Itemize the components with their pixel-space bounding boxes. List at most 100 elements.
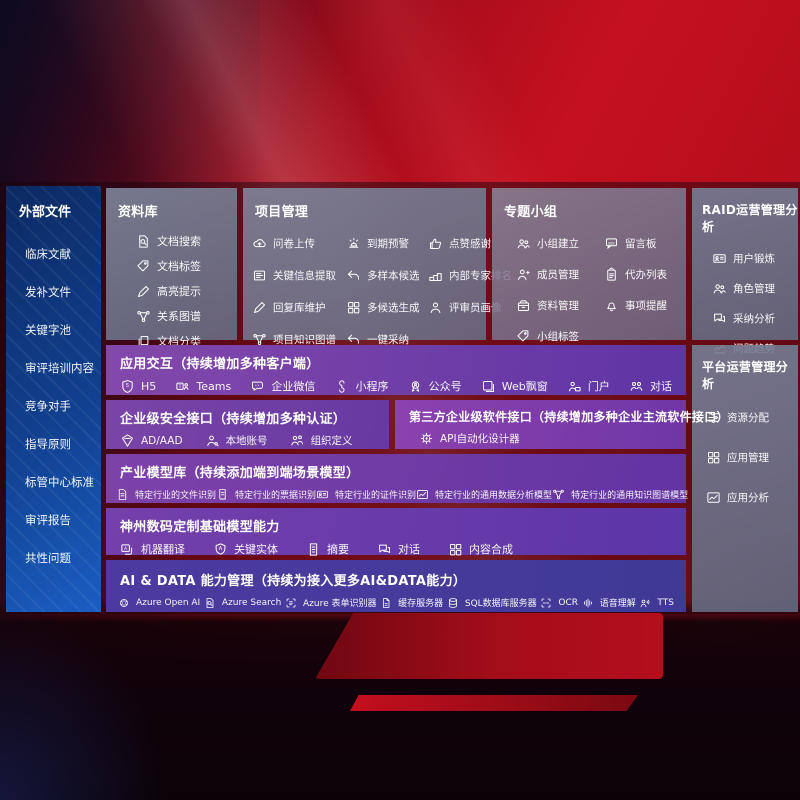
panel-title: 项目管理 [255, 205, 309, 220]
ai-service-item[interactable]: SQL数据库服务器 [447, 596, 537, 609]
platform-item-label: 应用管理 [727, 452, 769, 464]
client-item[interactable]: 5 H5 [120, 379, 156, 394]
model-item-label: 特定行业的文件识别 [135, 491, 217, 501]
group-item[interactable]: 代办列表 [604, 267, 686, 282]
library-item-label: 文档标签 [157, 260, 201, 273]
auth-item[interactable]: 组织定义 [290, 433, 353, 448]
project-item[interactable]: 一键采纳 [346, 332, 426, 347]
library-item[interactable]: 文档搜索 [136, 233, 237, 249]
svg-text:OCR: OCR [543, 600, 550, 604]
foundation-item[interactable]: 对话 [377, 541, 420, 557]
raid-item[interactable]: 用户锻炼 [712, 251, 798, 266]
raid-item[interactable]: 角色管理 [712, 281, 798, 296]
client-item-label: 门户 [587, 380, 610, 393]
client-item[interactable]: T Teams [175, 379, 231, 394]
model-item-label: 特定行业的证件识别 [335, 491, 417, 501]
library-item[interactable]: 文档标签 [136, 258, 237, 274]
row-enterprise-security-interface: 企业级安全接口（持续增加多种认证） AD/AAD 本地账号 组织定义 [106, 400, 389, 449]
sidebar-item[interactable]: 关键字池 [25, 322, 101, 338]
ai-service-item[interactable]: Azure Open AI [118, 597, 200, 609]
sidebar-item-label: 审评培训内容 [25, 361, 94, 375]
row-item-list: AD/AAD 本地账号 组织定义 [106, 433, 389, 448]
panel-title: 平台运营管理分析 [702, 360, 789, 391]
ai-service-item[interactable]: Azure 表单识别器 [285, 596, 376, 609]
client-item[interactable]: Web飘窗 [481, 378, 548, 394]
acct-icon [205, 433, 220, 448]
group-item[interactable]: 资料管理 [516, 298, 604, 313]
auth-item[interactable]: AD/AAD [120, 433, 183, 448]
integration-item[interactable]: API自动化设计器 [419, 431, 520, 446]
raid-item-label: 角色管理 [733, 283, 775, 295]
project-item-label: 到期预警 [367, 238, 409, 250]
background-red-trapezoid [315, 613, 663, 679]
foundation-item[interactable]: A 关键实体 [213, 541, 278, 557]
foundation-item[interactable]: 内容合成 [448, 541, 513, 557]
panel-title: 专题小组 [504, 205, 558, 220]
group-item[interactable]: 事项提醒 [604, 298, 686, 313]
client-item[interactable]: 对话 [629, 378, 672, 394]
ai-service-item[interactable]: Azure Search [204, 597, 281, 609]
project-item[interactable]: 回复库维护 [252, 300, 344, 315]
project-item[interactable]: 评审员画像 [428, 300, 512, 315]
sidebar-item[interactable]: 指导原则 [25, 436, 101, 452]
client-item[interactable]: 企业微信 [250, 378, 315, 394]
translate-icon: A [120, 542, 135, 557]
library-item[interactable]: 关系图谱 [136, 308, 237, 324]
sidebar-item[interactable]: 竞争对手 [25, 398, 101, 414]
ai-service-item[interactable]: OCR OCR [540, 597, 578, 609]
sidebar-item[interactable]: 审评培训内容 [25, 360, 101, 376]
row-title: 神州数码定制基础模型能力 [120, 520, 280, 535]
group-item[interactable]: 小组标签 [516, 329, 604, 344]
sidebar-item[interactable]: 共性问题 [25, 550, 101, 566]
foundation-item[interactable]: A 机器翻译 [120, 541, 185, 557]
model-item[interactable]: 特定行业的文件识别 [116, 488, 216, 501]
group-item[interactable]: 成员管理 [516, 267, 604, 282]
platform-item-label: 应用分析 [727, 492, 769, 504]
foundation-item[interactable]: 摘要 [306, 541, 349, 557]
client-item[interactable]: 公众号 [408, 378, 462, 394]
ai-service-item[interactable]: 语音理解 [582, 596, 636, 609]
project-item[interactable]: 到期预警 [346, 236, 426, 251]
db-icon [447, 597, 459, 609]
cloud-up-icon [252, 236, 267, 251]
panel-topic-groups: 专题小组 小组建立 BBS 留言板成员管理 代办列表资料管理 事项提醒小组标签 [492, 188, 686, 343]
model-item[interactable]: 特定行业的证件识别 [316, 488, 416, 501]
card-icon [252, 268, 267, 283]
pen-icon [136, 284, 151, 299]
model-item[interactable]: 特定行业的通用数据分析模型 [416, 488, 552, 501]
project-item[interactable]: 项目知识图谱 [252, 332, 344, 347]
client-item[interactable]: 门户 [567, 378, 610, 394]
ai-service-item[interactable]: TTS [639, 597, 674, 609]
library-item-label: 高亮提示 [157, 285, 201, 298]
project-item[interactable]: 多候选生成 [346, 300, 426, 315]
person-plus-icon [516, 267, 531, 282]
client-item-label: 企业微信 [271, 380, 316, 393]
client-item-label: Web飘窗 [501, 380, 548, 393]
ai-service-item[interactable]: 缓存服务器 [380, 596, 443, 609]
sidebar-item[interactable]: 审评报告 [25, 512, 101, 528]
platform-item[interactable]: 资源分配 [706, 410, 798, 425]
group-item[interactable]: 小组建立 [516, 236, 604, 251]
group-item[interactable]: BBS 留言板 [604, 236, 686, 251]
portal-icon [567, 379, 582, 394]
library-item[interactable]: 高亮提示 [136, 283, 237, 299]
sidebar-item[interactable]: 标管中心标准 [25, 474, 101, 490]
model-item[interactable]: 特定行业的通用知识图谱模型 [552, 488, 688, 501]
sidebar-item-label: 共性问题 [25, 551, 71, 565]
platform-item[interactable]: 应用管理 [706, 450, 798, 465]
client-item[interactable]: 小程序 [334, 378, 388, 394]
model-item[interactable]: 特定行业的票据识别 [216, 488, 316, 501]
raid-item[interactable]: 采纳分析 [712, 311, 798, 326]
project-item-label: 回复库维护 [273, 302, 326, 314]
project-item[interactable]: 点赞感谢 [428, 236, 512, 251]
dialog-icon [629, 379, 644, 394]
project-item[interactable]: 关键信息提取 [252, 268, 344, 283]
group-item-label: 资料管理 [537, 300, 579, 312]
platform-item[interactable]: 应用分析 [706, 490, 798, 505]
sidebar-item[interactable]: 临床文献 [25, 246, 101, 262]
project-item[interactable]: 问卷上传 [252, 236, 344, 251]
sidebar-item[interactable]: 发补文件 [25, 284, 101, 300]
project-item[interactable]: 多样本候选 [346, 268, 426, 283]
auth-item[interactable]: 本地账号 [205, 433, 268, 448]
bell-icon [604, 298, 619, 313]
